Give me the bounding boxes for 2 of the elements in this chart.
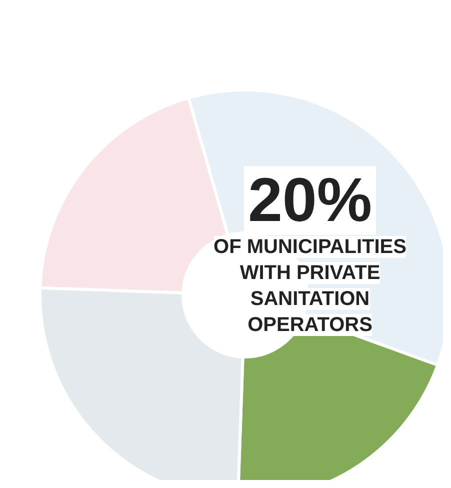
text: OF MUNICIPALITIES WITH PRIVATE SANITATION OPERATORS [214,236,406,336]
text: 20% [244,166,376,235]
